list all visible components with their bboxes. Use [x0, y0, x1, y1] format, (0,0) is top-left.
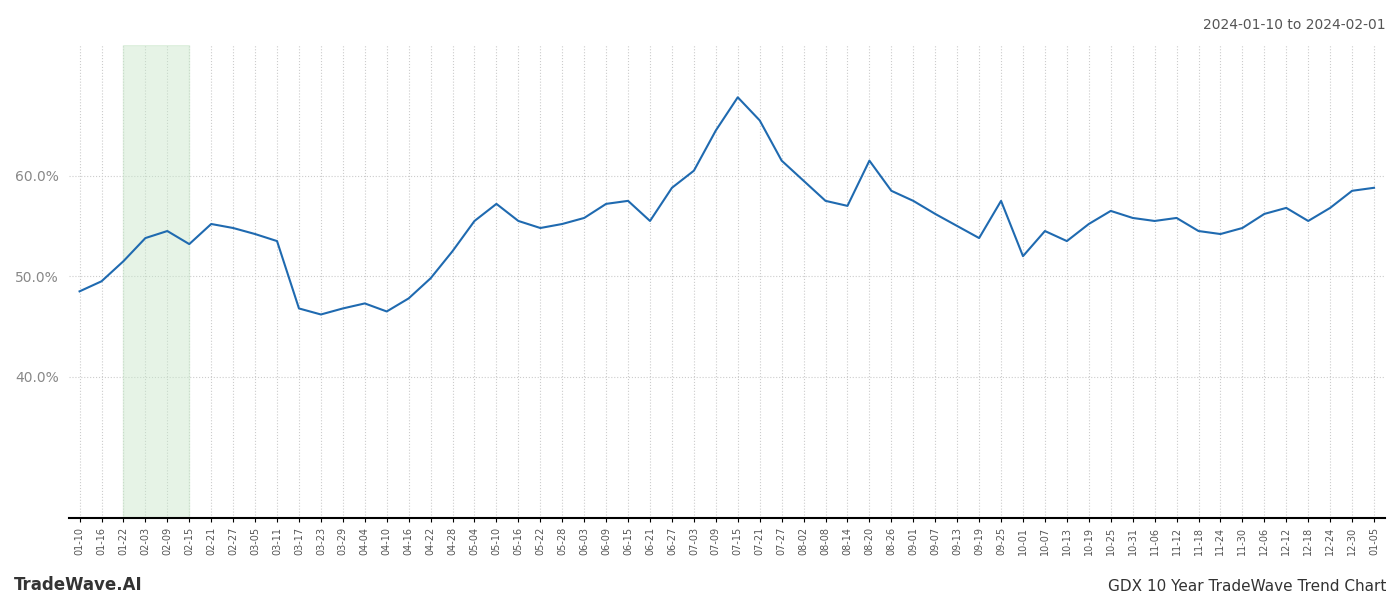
Text: 2024-01-10 to 2024-02-01: 2024-01-10 to 2024-02-01: [1204, 18, 1386, 32]
Text: TradeWave.AI: TradeWave.AI: [14, 576, 143, 594]
Bar: [123, 45, 189, 518]
Text: GDX 10 Year TradeWave Trend Chart: GDX 10 Year TradeWave Trend Chart: [1107, 579, 1386, 594]
